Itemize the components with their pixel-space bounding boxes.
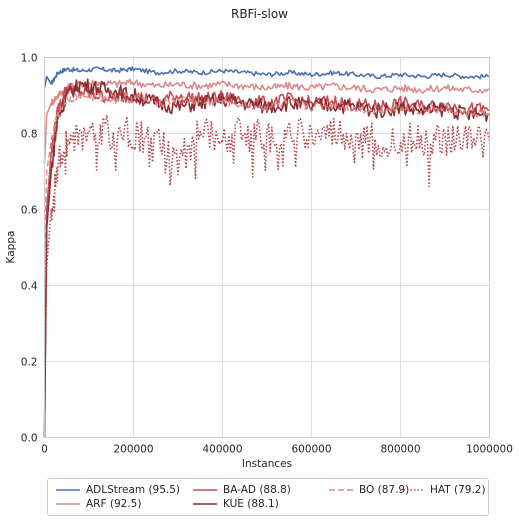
legend-label: BO (87.9) — [359, 484, 410, 496]
legend-swatch — [329, 489, 353, 491]
x-tick-label: 0 — [41, 444, 48, 456]
series-line — [43, 91, 490, 248]
x-axis-ticks: 0 200000 400000 600000 800000 1000000 — [41, 444, 513, 456]
series-line — [43, 66, 490, 89]
y-tick-label: 0.0 — [21, 433, 38, 445]
series-line — [43, 114, 491, 362]
legend-swatch — [56, 489, 80, 491]
legend-item: ARF (92.5) — [56, 498, 141, 510]
plot-frame — [44, 57, 490, 438]
y-tick-label: 0.8 — [21, 129, 38, 141]
series-line — [43, 78, 490, 438]
legend-label: ADLStream (95.5) — [86, 484, 181, 496]
legend-swatch — [193, 503, 217, 505]
legend-swatch — [56, 503, 80, 505]
legend-item: BA-AD (88.8) — [193, 484, 291, 496]
legend-label: HAT (79.2) — [430, 484, 486, 496]
chart-title: RBFi-slow — [231, 7, 288, 21]
series-lines — [43, 66, 491, 438]
legend-item: ADLStream (95.5) — [56, 484, 180, 496]
x-tick-label: 600000 — [291, 444, 331, 456]
x-tick-label: 200000 — [113, 444, 153, 456]
x-tick-label: 1000000 — [466, 444, 513, 456]
y-axis-label: Kappa — [5, 231, 17, 264]
legend-swatch — [193, 489, 217, 491]
chart-legend: ADLStream (95.5) ARF (92.5) BA-AD (88.8) KU… — [47, 478, 489, 516]
legend-item: BO (87.9) — [329, 484, 409, 496]
legend-swatch — [400, 489, 424, 491]
legend-label: KUE (88.1) — [223, 498, 279, 510]
legend-label: ARF (92.5) — [86, 498, 142, 510]
x-tick-label: 800000 — [380, 444, 420, 456]
x-axis-label: Instances — [242, 458, 292, 470]
y-axis-ticks: 0.0 0.2 0.4 0.6 0.8 1.0 — [21, 53, 38, 445]
y-tick-label: 0.4 — [21, 281, 38, 293]
legend-item: HAT (79.2) — [400, 484, 486, 496]
y-tick-label: 0.6 — [21, 205, 38, 217]
x-tick-label: 400000 — [202, 444, 242, 456]
legend-label: BA-AD (88.8) — [223, 484, 291, 496]
y-tick-label: 0.2 — [21, 357, 38, 369]
legend-item: KUE (88.1) — [193, 498, 279, 510]
y-tick-label: 1.0 — [21, 53, 38, 65]
